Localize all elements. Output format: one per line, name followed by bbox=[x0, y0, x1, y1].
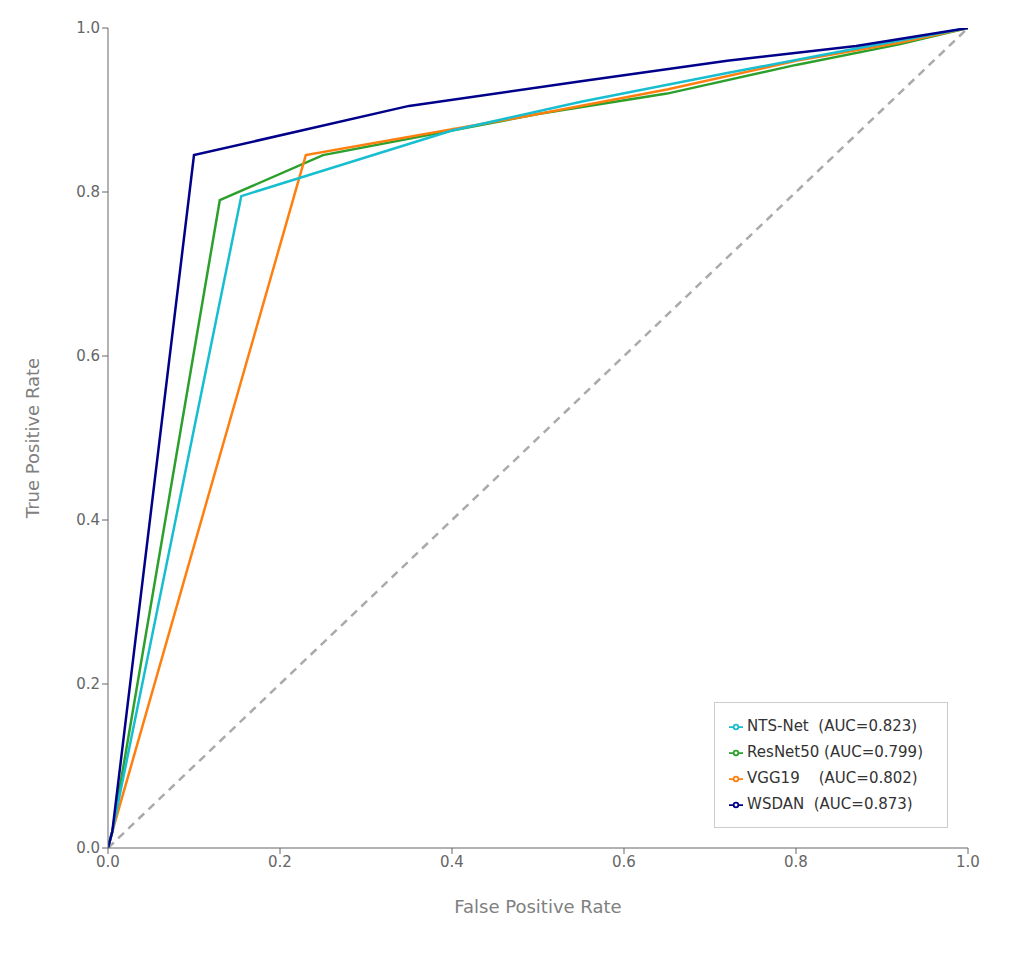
html-text:WSDAN (AUC=0.873): WSDAN (AUC=0.873) bbox=[747, 795, 913, 813]
svg-text:1.0: 1.0 bbox=[956, 853, 980, 871]
svg-text:0.4: 0.4 bbox=[440, 853, 464, 871]
svg-text:1.0: 1.0 bbox=[76, 19, 100, 37]
svg-text:0.0: 0.0 bbox=[96, 852, 120, 871]
html-text:NTS-Net (AUC=0.823): NTS-Net (AUC=0.823) bbox=[747, 717, 918, 735]
html-text:ResNet50 (AUC=0.799): ResNet50 (AUC=0.799) bbox=[747, 743, 923, 761]
svg-text:0.6: 0.6 bbox=[612, 853, 636, 871]
svg-text:0.4: 0.4 bbox=[76, 511, 100, 529]
svg-text:True Positive Rate: True Positive Rate bbox=[22, 358, 43, 519]
svg-text:0.0: 0.0 bbox=[76, 839, 100, 857]
svg-text:0.2: 0.2 bbox=[76, 675, 100, 693]
svg-text:0.8: 0.8 bbox=[76, 183, 100, 201]
svg-text:0.8: 0.8 bbox=[784, 853, 808, 871]
svg-text:0.2: 0.2 bbox=[268, 853, 292, 871]
svg-text:0.6: 0.6 bbox=[76, 347, 100, 365]
html-text:VGG19 (AUC=0.802): VGG19 (AUC=0.802) bbox=[747, 769, 918, 787]
svg-text:False Positive Rate: False Positive Rate bbox=[454, 896, 621, 917]
